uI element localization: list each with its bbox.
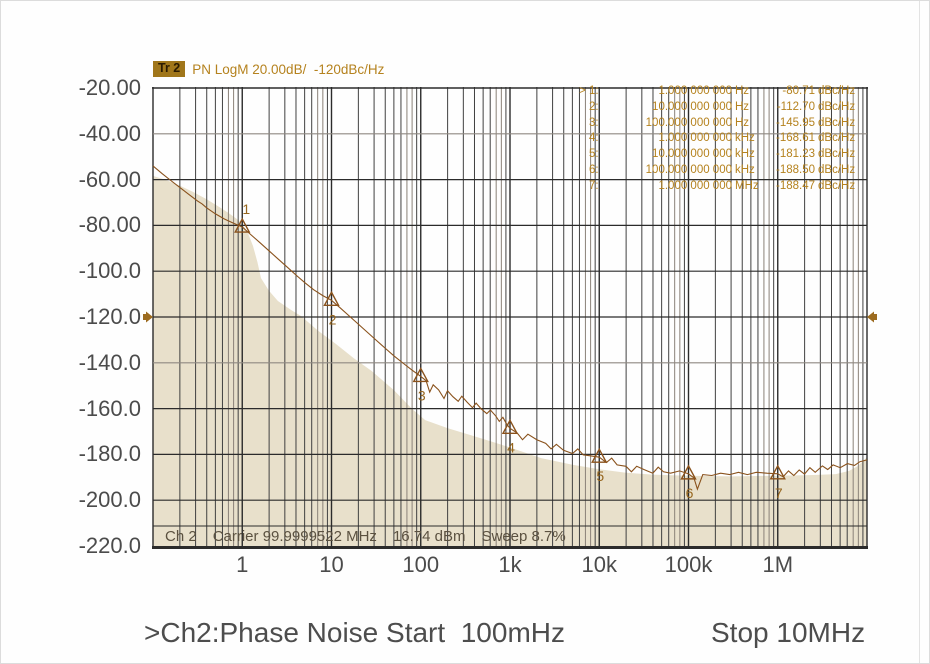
y-axis-label: -160.0 [78,395,141,421]
marker-4-triangle-icon [501,418,519,435]
page-edge-divider [919,1,920,663]
marker-value-unit: dBc/Hz [818,148,856,161]
marker-frequency: 10.000 000 000 [652,148,732,161]
marker-3-number: 3 [418,387,426,403]
marker-1-number: 1 [242,201,250,217]
marker-index: 2: [589,100,599,113]
marker-value-unit: dBc/Hz [818,116,856,129]
marker-frequency: 100.000 000 000 [645,164,732,177]
y-axis-label: -120.0 [78,304,141,329]
x-axis-label: 10 [319,552,344,577]
trace-badge: Tr 2 [153,61,186,77]
trace-markers: 1 2 3 4 5 6 7 [234,201,786,501]
marker-7-triangle-icon [769,464,786,480]
marker-frequency-unit: kHz [735,164,755,177]
marker-5-triangle-icon [591,447,608,463]
marker-frequency: 1.000 000 000 [658,132,732,145]
marker-table-row: 4: 1.000 000 000 kHz -168.61 dBc/Hz [579,131,879,147]
y-axis-label: -180.0 [78,441,141,467]
trace-settings-label: PN LogM 20.00dB/ -120dBc/Hz [192,61,385,77]
marker-value: -80.71 [782,84,815,97]
marker-value-unit: dBc/Hz [818,132,856,145]
status-segment: 16.74 dBm [392,528,466,545]
x-axis-label: 1 [236,552,249,577]
marker-value: -188.50 [775,164,815,177]
marker-index: 3: [589,116,599,129]
y-axis-label: -80.00 [78,212,141,238]
marker-index: 7: [589,179,599,192]
y-axis-label: -220.0 [78,533,141,558]
x-axis-label: 1M [762,552,794,577]
y-axis-label: -40.00 [78,120,141,146]
marker-frequency-unit: Hz [735,84,750,97]
marker-table-row: 3: 100.000 000 000 Hz -145.95 dBc/Hz [579,115,879,131]
marker-frequency-unit: Hz [735,116,750,129]
marker-index: 4: [589,132,599,145]
marker-table-row: 6: 100.000 000 000 kHz -188.50 dBc/Hz [579,162,879,178]
ref-level-arrow-right-icon [867,311,877,323]
active-marker-indicator: > [579,84,586,97]
marker-value: -168.61 [775,132,815,145]
x-axis-label: 1k [498,552,522,577]
phase-noise-trace [152,165,868,491]
marker-frequency-unit: kHz [735,132,755,145]
marker-table-row: >1: 1.000 000 000 Hz -80.71 dBc/Hz [579,83,879,99]
status-segment: Carrier 99.9999522 MHz [212,528,377,545]
y-axis-label: -140.0 [78,349,141,375]
marker-2-number: 2 [329,311,337,327]
trace-header: Tr 2 PN LogM 20.00dB/ -120dBc/Hz [153,61,384,77]
marker-index: 1: [589,84,599,97]
marker-frequency: 1.000 000 000 [658,84,732,97]
marker-frequency-unit: MHz [735,179,759,192]
marker-index: 6: [589,164,599,177]
marker-value: -188.47 [775,179,815,192]
stop-frequency-label: Stop 10MHz [711,617,866,648]
channel-status-bar: Ch 2 Carrier 99.9999522 MHz 16.74 dBm Sweep… [165,528,566,545]
marker-table-row: 5: 10.000 000 000 kHz -181.23 dBc/Hz [579,146,879,162]
marker-value: -145.95 [775,116,815,129]
marker-7-number: 7 [775,485,783,501]
marker-frequency-unit: kHz [735,148,755,161]
marker-value-unit: dBc/Hz [818,164,856,177]
status-segment: Ch 2 [165,528,197,545]
marker-2-triangle-icon [323,290,340,306]
marker-table: >1: 1.000 000 000 Hz -80.71 dBc/Hz 2: 10.000 0… [579,83,879,194]
marker-6-triangle-icon [680,464,697,480]
marker-frequency-unit: Hz [735,100,750,113]
marker-value-unit: dBc/Hz [818,84,856,97]
marker-frequency: 1.000 000 000 [658,179,732,192]
marker-index: 5: [589,148,599,161]
x-axis-label: 100 [402,552,440,577]
marker-value: -181.23 [775,148,815,161]
marker-value-unit: dBc/Hz [818,100,856,113]
marker-table-row: 2: 10.000 000 000 Hz -112.70 dBc/Hz [579,99,879,115]
x-axis-label: 100k [664,552,713,577]
ref-level-arrow-left-icon [143,311,153,323]
marker-4-number: 4 [507,439,515,455]
y-axis-label: -200.0 [78,487,141,513]
marker-frequency: 10.000 000 000 [652,100,732,113]
status-segment: Sweep 8.7% [481,528,566,545]
marker-1-triangle-icon [234,217,251,233]
x-axis-label: 10k [581,552,617,577]
y-axis-label: -60.00 [78,166,141,192]
marker-3-triangle-icon [412,366,429,383]
measurement-title: >Ch2:Phase Noise Start 100mHz [144,617,565,648]
marker-value: -112.70 [776,100,815,113]
marker-frequency: 100.000 000 000 [645,116,732,129]
marker-table-row: 7: 1.000 000 000 MHz -188.47 dBc/Hz [579,178,879,194]
y-axis-label: -100.0 [78,258,141,284]
y-axis-label: -20.00 [78,75,141,100]
marker-5-number: 5 [596,468,604,484]
marker-6-number: 6 [686,485,694,501]
marker-value-unit: dBc/Hz [818,179,856,192]
